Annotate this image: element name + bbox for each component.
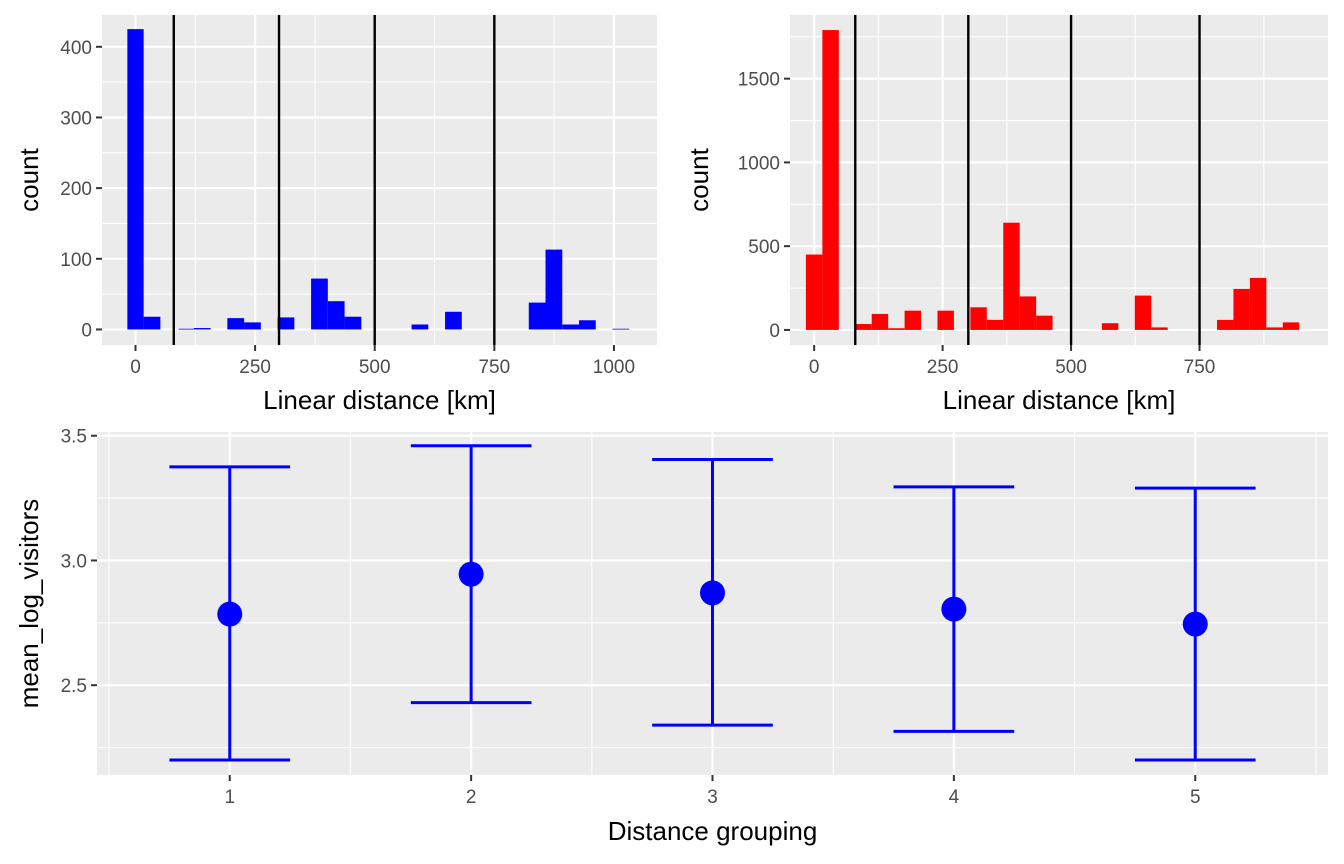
histogram-bar [579,320,596,330]
histogram-bar [612,328,630,330]
histogram-bar [904,310,922,330]
y-tick-label: 3.0 [61,551,87,572]
mean-point [700,580,725,606]
x-tick-label: 250 [239,357,271,378]
panel-background [102,15,657,345]
histogram-bar [193,328,211,330]
histogram-bar [127,29,144,330]
histogram-bar [277,317,295,330]
histogram-bar [227,318,245,330]
x-tick-label: 500 [1055,357,1087,378]
histogram-bar [855,324,872,330]
histogram-bar [805,254,823,330]
y-axis-title: mean_log_visitors [14,499,44,709]
histogram-bar [888,328,905,330]
y-tick-label: 200 [60,179,92,200]
x-axis-title: Linear distance [km] [263,385,496,415]
x-tick-label: 1 [224,787,235,808]
mean-point [217,601,243,627]
histogram-bar [1151,327,1168,330]
y-axis-title: count [14,147,44,211]
histogram-bar [1217,319,1234,330]
histogram-bar [1266,327,1283,330]
y-tick-label: 1500 [738,70,780,91]
histogram-bar [311,278,328,330]
x-tick-label: 750 [1184,357,1216,378]
histogram-bar [822,30,839,330]
x-axis-title: Distance grouping [608,816,818,846]
x-tick-label: 250 [927,357,959,378]
errorbar-panel: 2.5 3.0 3.5 1 2 3 4 5 Distance grouping mean_log_… [14,427,1328,846]
histogram-bar [970,307,987,330]
y-tick-label: 2.5 [61,676,87,697]
x-tick-label: 750 [478,357,510,378]
y-tick-label: 300 [60,108,92,129]
histogram-bar [1019,296,1037,330]
mean-point [941,596,967,622]
histogram-bar [562,324,580,330]
histogram-bar [1134,295,1152,330]
histogram-bar [411,324,429,330]
y-tick-label: 100 [60,250,92,271]
histogram-bar [244,322,261,330]
histogram-bar [937,310,954,330]
histogram-bar [1036,315,1053,330]
x-tick-label: 1000 [593,357,635,378]
y-tick-label: 0 [81,320,92,341]
histogram-bar [178,328,194,330]
x-tick-label: 0 [130,357,141,378]
histogram-blue-panel: 0 100 200 300 400 0 250 500 750 1000 Linear distan… [14,15,657,415]
histogram-bar [445,311,462,330]
x-tick-label: 500 [359,357,391,378]
y-tick-label: 3.5 [61,427,87,448]
histogram-bar [986,319,1004,330]
histogram-bar [1101,323,1119,330]
x-axis-title: Linear distance [km] [943,385,1176,415]
histogram-bar [344,316,362,330]
x-tick-label: 3 [707,787,718,808]
y-tick-label: 400 [60,38,92,59]
histogram-bar [528,302,546,330]
mean-point [458,561,484,587]
histogram-bar [545,249,563,330]
x-tick-label: 2 [466,787,477,808]
histogram-bar [1282,322,1300,330]
x-tick-label: 4 [949,787,960,808]
y-tick-label: 0 [769,321,780,342]
y-tick-label: 500 [748,237,780,258]
x-tick-label: 5 [1190,787,1201,808]
histogram-bar [871,314,889,330]
histogram-bar [327,301,345,330]
histogram-red-panel: 0 500 1000 1500 0 250 500 750 Linear distance [k… [684,15,1328,415]
mean-point [1182,611,1208,637]
y-tick-label: 1000 [738,153,780,174]
histogram-bar [143,316,161,330]
histogram-bar [1249,277,1267,330]
histogram-bar [1003,222,1020,330]
y-axis-title: count [684,147,714,211]
histogram-bar [1233,288,1250,330]
x-tick-label: 0 [809,357,820,378]
